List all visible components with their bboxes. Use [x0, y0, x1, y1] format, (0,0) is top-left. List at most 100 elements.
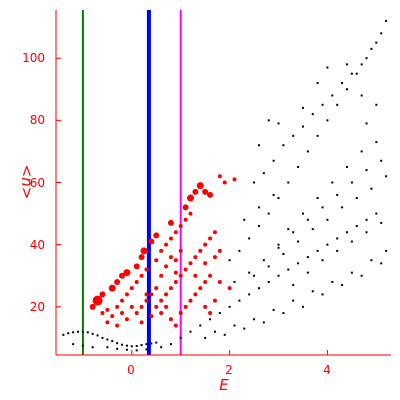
data-point — [336, 193, 339, 196]
data-point — [154, 304, 159, 309]
data-point — [178, 311, 183, 316]
data-point — [336, 103, 339, 106]
data-point — [360, 150, 363, 153]
data-point — [124, 317, 129, 322]
data-point — [301, 305, 304, 308]
data-point — [375, 41, 378, 44]
data-point — [282, 252, 285, 255]
data-point — [202, 188, 209, 195]
data-point — [196, 182, 204, 190]
data-point — [321, 206, 324, 209]
data-point — [203, 304, 208, 309]
data-point — [160, 346, 163, 349]
data-point — [198, 286, 203, 291]
data-point — [380, 159, 383, 162]
data-point — [375, 141, 378, 144]
data-point — [272, 159, 275, 162]
data-point — [248, 237, 251, 240]
y-tick-label: 40 — [30, 238, 45, 252]
data-point — [341, 206, 344, 209]
data-point — [262, 259, 265, 262]
y-axis-title: <n> — [18, 165, 36, 200]
data-point — [345, 63, 348, 66]
data-point — [209, 318, 212, 321]
data-point — [287, 181, 290, 184]
data-point — [159, 298, 164, 303]
data-point — [135, 349, 138, 352]
data-point — [189, 330, 192, 333]
data-point — [62, 333, 65, 336]
data-point — [193, 292, 198, 297]
data-point — [326, 66, 329, 69]
data-point — [145, 348, 148, 351]
data-point — [101, 336, 104, 339]
data-point — [297, 262, 300, 265]
data-point — [217, 174, 222, 179]
data-point — [262, 321, 265, 324]
data-point — [350, 240, 353, 243]
data-point — [81, 330, 84, 333]
data-point — [159, 273, 164, 278]
data-point — [148, 238, 155, 245]
data-point — [292, 231, 295, 234]
data-point — [123, 269, 131, 277]
data-point — [292, 299, 295, 302]
data-point — [287, 268, 290, 271]
data-point — [360, 94, 363, 97]
data-point — [370, 47, 373, 50]
data-point — [203, 279, 208, 284]
data-point — [375, 103, 378, 106]
data-point — [306, 218, 309, 221]
data-point — [155, 341, 158, 344]
data-point — [272, 308, 275, 311]
x-tick-label: 4 — [323, 363, 331, 377]
data-point — [129, 286, 134, 291]
data-point — [120, 311, 125, 316]
data-point — [111, 340, 114, 343]
data-point — [277, 243, 280, 246]
data-point — [301, 125, 304, 128]
data-point — [178, 273, 183, 278]
data-point — [125, 348, 128, 351]
data-point — [135, 344, 138, 347]
data-point — [345, 165, 348, 168]
data-point — [306, 256, 309, 259]
data-point — [144, 292, 149, 297]
data-point — [341, 82, 344, 85]
data-point — [217, 248, 222, 253]
data-point — [178, 248, 183, 253]
data-point — [375, 212, 378, 215]
y-tick-label: 100 — [22, 51, 45, 65]
data-point — [207, 191, 214, 198]
data-point — [198, 248, 203, 253]
data-point — [223, 333, 226, 336]
data-point — [292, 134, 295, 137]
data-point — [192, 188, 199, 195]
red-points-series — [89, 174, 237, 328]
data-point — [173, 323, 178, 328]
data-point — [173, 279, 178, 284]
data-point — [267, 212, 270, 215]
data-point — [145, 343, 148, 346]
data-point — [248, 293, 251, 296]
data-point — [326, 243, 329, 246]
data-point — [228, 305, 231, 308]
data-point — [188, 211, 193, 216]
data-point — [311, 290, 314, 293]
data-point — [277, 246, 280, 249]
data-point — [316, 249, 319, 252]
data-point — [89, 303, 96, 310]
data-point — [306, 271, 309, 274]
data-point — [331, 280, 334, 283]
y-tick-labels: 20 40 60 80 100 — [22, 51, 45, 314]
data-point — [106, 346, 109, 349]
data-point — [257, 225, 260, 228]
data-point — [208, 236, 213, 241]
data-point — [227, 286, 232, 291]
data-point — [253, 181, 256, 184]
data-point — [257, 287, 260, 290]
y-ticks — [56, 57, 61, 308]
data-point — [282, 144, 285, 147]
data-point — [119, 272, 126, 279]
data-point — [326, 218, 329, 221]
